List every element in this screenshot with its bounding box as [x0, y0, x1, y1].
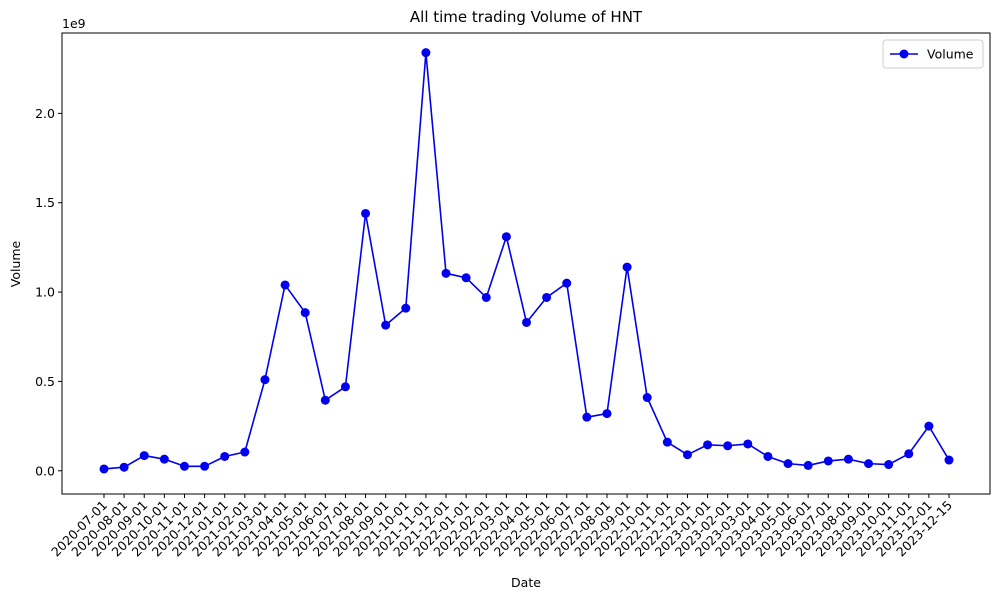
data-point — [522, 317, 531, 327]
legend-label-volume: Volume — [927, 47, 974, 62]
x-axis-label: Date — [511, 575, 541, 590]
data-point — [240, 447, 250, 457]
y-axis: 0.0 0.5 1.0 1.5 2.0 — [35, 106, 62, 478]
data-point — [501, 232, 511, 242]
data-point — [843, 454, 853, 464]
data-point — [139, 451, 149, 461]
data-point — [421, 48, 431, 58]
y-tick-label: 1.5 — [35, 195, 55, 210]
data-point — [280, 280, 290, 290]
legend-box — [882, 39, 984, 69]
legend: Volume — [882, 39, 984, 69]
data-point — [381, 320, 391, 330]
data-point — [602, 409, 612, 419]
legend-marker-swatch — [899, 49, 909, 59]
data-point — [159, 454, 169, 464]
data-point — [823, 456, 833, 466]
data-point — [622, 262, 632, 272]
y-tick-label: 0.5 — [35, 374, 55, 389]
x-axis: 2020-07-012020-08-012020-09-012020-10-01… — [48, 494, 955, 559]
y-tick-label: 2.0 — [35, 106, 55, 121]
data-point — [944, 455, 954, 465]
data-point — [119, 462, 129, 472]
data-point — [582, 412, 592, 422]
data-point — [884, 460, 894, 470]
y-tick-label: 1.0 — [35, 285, 55, 300]
data-point — [703, 440, 713, 450]
data-point — [542, 292, 552, 302]
data-point — [481, 292, 491, 302]
data-point — [904, 449, 914, 459]
plot-area — [61, 32, 991, 495]
data-point — [461, 273, 471, 283]
y-axis-label: Volume — [8, 240, 23, 287]
data-point — [220, 451, 230, 461]
data-point — [864, 459, 874, 469]
data-point — [924, 421, 934, 431]
data-point — [642, 393, 652, 403]
data-point — [179, 461, 189, 471]
y-axis-offset-label: 1e9 — [62, 16, 86, 31]
series-line-volume — [103, 51, 950, 470]
data-point — [401, 303, 411, 313]
data-point — [260, 375, 270, 385]
data-point — [320, 395, 330, 405]
y-tick-label: 0.0 — [35, 463, 55, 478]
data-point — [340, 382, 350, 392]
data-point — [723, 441, 733, 451]
data-point — [562, 278, 572, 288]
chart-title: All time trading Volume of HNT — [410, 8, 643, 26]
series-layer — [99, 48, 954, 474]
data-point — [99, 464, 109, 474]
data-point — [200, 461, 210, 471]
data-point — [803, 460, 813, 470]
data-point — [361, 208, 371, 218]
data-point — [763, 451, 773, 461]
data-point — [662, 437, 672, 447]
data-point — [743, 439, 753, 449]
data-point — [300, 308, 310, 318]
data-point — [441, 268, 451, 278]
data-point — [682, 450, 692, 460]
data-point — [783, 459, 793, 469]
